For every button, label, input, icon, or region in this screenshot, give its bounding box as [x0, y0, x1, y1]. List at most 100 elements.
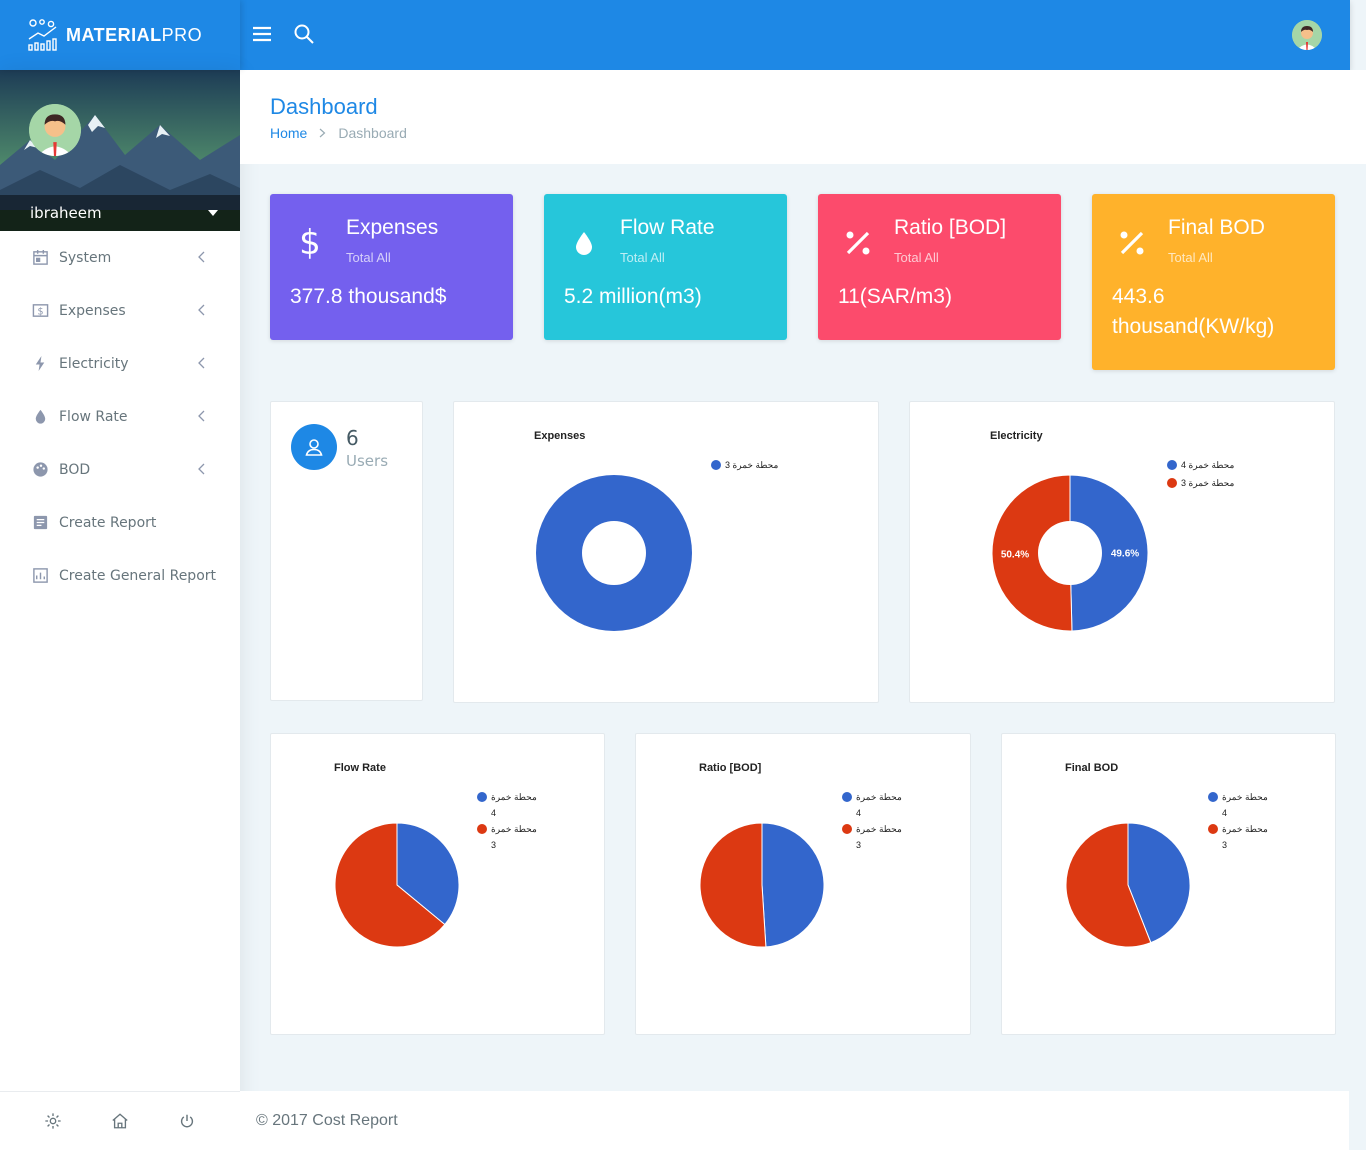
legend-label-number: 3 [1222, 840, 1227, 850]
stat-title: Final BOD [1168, 216, 1265, 239]
stat-subtitle: Total All [894, 250, 939, 265]
sidebar-nav: System $ Expenses Electricity Flow Rate … [0, 231, 240, 586]
page-title: Dashboard [270, 94, 378, 119]
chart-card-flow-rate: Flow Rate محطة خمرة 4 محطة خمرة 3 [270, 733, 605, 1035]
pie-slice [761, 822, 825, 948]
legend-label: محطة خمرة [856, 824, 902, 835]
sidebar-item-create-general-report[interactable]: Create General Report [0, 549, 240, 586]
top-navbar: MATERIALPRO [0, 0, 1350, 70]
power-icon[interactable] [178, 1112, 196, 1130]
settings-gear-icon[interactable] [44, 1112, 62, 1130]
search-icon[interactable] [292, 22, 316, 46]
legend-label-number: 4 [856, 808, 861, 818]
legend-label-number: 4 [1222, 808, 1227, 818]
stat-value: 11(SAR/m3) [838, 285, 952, 308]
chart-report-icon [33, 568, 48, 583]
profile-background-image [0, 70, 240, 231]
stat-value: 443.6 thousand(KW/kg) [1112, 285, 1275, 338]
users-count: 6 [346, 426, 359, 450]
pie-slice [699, 822, 767, 948]
dollar-icon: $ [299, 224, 321, 260]
breadcrumb: Home Dashboard [270, 125, 407, 141]
legend-swatch [1208, 824, 1218, 834]
home-icon[interactable] [111, 1112, 129, 1130]
chart-card-electricity: Electricity 49.6% 50.4% محطة خمرة 4 محطة خم… [909, 401, 1335, 703]
svg-text:$: $ [37, 306, 43, 317]
breadcrumb-home-link[interactable]: Home [270, 125, 308, 141]
legend-label-number: 4 [491, 808, 496, 818]
chart-card-ratio-bod: Ratio [BOD] محطة خمرة 4 محطة خمرة 3 [635, 733, 971, 1035]
legend-swatch [711, 460, 721, 470]
calendar-icon [33, 249, 48, 265]
stat-card-final-bod[interactable]: Final BOD Total All 443.6 thousand(KW/kg… [1092, 194, 1335, 370]
sidebar-item-flow-rate[interactable]: Flow Rate [0, 390, 240, 443]
sidebar-item-electricity[interactable]: Electricity [0, 337, 240, 390]
slice-value-label: 49.6% [1111, 548, 1139, 559]
legend-swatch [477, 824, 487, 834]
pie-slice [991, 474, 1073, 632]
stat-title: Ratio [BOD] [894, 216, 1007, 239]
brand-logo[interactable]: MATERIALPRO [0, 0, 240, 70]
brand-name: MATERIALPRO [66, 24, 203, 45]
chart-card-expenses: Expenses محطة خمرة 3 [453, 401, 879, 703]
users-card: 6 Users [270, 401, 423, 701]
chevron-left-icon [198, 251, 205, 263]
sidebar-item-label: Create General Report [59, 567, 217, 584]
footer-copyright: © 2017 Cost Report [256, 1111, 398, 1129]
legend-swatch [842, 824, 852, 834]
users-label: Users [346, 452, 389, 470]
sidebar-item-label: Electricity [59, 355, 129, 372]
water-drop-icon [35, 409, 46, 424]
palette-icon [33, 462, 48, 477]
donut-hole [582, 521, 646, 585]
profile-dropdown[interactable]: ibraheem [0, 195, 240, 231]
chart-title: Flow Rate [334, 762, 386, 774]
percent-icon [846, 231, 870, 255]
dollar-box-icon: $ [32, 304, 49, 317]
pie-slice [396, 822, 460, 926]
legend-swatch [1208, 792, 1218, 802]
sidebar-footer [0, 1091, 240, 1150]
legend-label: محطة خمرة [1222, 792, 1268, 803]
stat-value: 377.8 thousand$ [290, 285, 447, 308]
profile-avatar[interactable] [29, 104, 81, 156]
sidebar-item-label: System [59, 249, 112, 266]
stat-subtitle: Total All [346, 250, 391, 265]
sidebar-item-expenses[interactable]: $ Expenses [0, 284, 240, 337]
chevron-left-icon [198, 357, 205, 369]
profile-username: ibraheem [30, 204, 102, 222]
chart-title: Ratio [BOD] [699, 762, 762, 774]
caret-down-icon [208, 210, 218, 216]
user-avatar[interactable] [1292, 20, 1322, 50]
chevron-left-icon [198, 304, 205, 316]
water-drop-icon [576, 232, 592, 255]
legend-swatch [842, 792, 852, 802]
chevron-left-icon [198, 410, 205, 422]
legend-swatch [1167, 460, 1177, 470]
menu-toggle-icon[interactable] [250, 22, 274, 46]
stat-subtitle: Total All [620, 250, 665, 265]
sidebar-item-label: Create Report [59, 514, 157, 531]
legend-swatch [477, 792, 487, 802]
svg-text:$: $ [299, 224, 321, 260]
sidebar-item-system[interactable]: System [0, 231, 240, 284]
electricity-donut-chart: 49.6% 50.4% محطة خمرة 4 محطة خمرة 3 [991, 460, 1234, 632]
flash-icon [35, 355, 45, 372]
stat-card-ratio-bod[interactable]: Ratio [BOD] Total All 11(SAR/m3) [818, 194, 1061, 340]
legend-label: محطة خمرة [1222, 824, 1268, 835]
chevron-left-icon [198, 463, 205, 475]
user-icon [305, 439, 323, 456]
pie-slice [1069, 474, 1149, 632]
stat-subtitle: Total All [1168, 250, 1213, 265]
chart-title: Electricity [990, 430, 1043, 442]
sidebar-item-bod[interactable]: BOD [0, 443, 240, 496]
sidebar-item-label: Flow Rate [59, 408, 128, 425]
stat-card-flow-rate[interactable]: Flow Rate Total All 5.2 million(m3) [544, 194, 787, 340]
stat-card-expenses[interactable]: $ Expenses Total All 377.8 thousand$ [270, 194, 513, 340]
page-titlebar: Dashboard Home Dashboard [240, 70, 1366, 164]
pie-slice [1127, 822, 1191, 944]
legend-label: محطة خمرة 3 [1181, 478, 1234, 489]
sidebar-item-create-report[interactable]: Create Report [0, 496, 240, 549]
flow-rate-pie-chart: محطة خمرة 4 محطة خمرة 3 [334, 792, 537, 948]
report-icon [33, 515, 48, 530]
